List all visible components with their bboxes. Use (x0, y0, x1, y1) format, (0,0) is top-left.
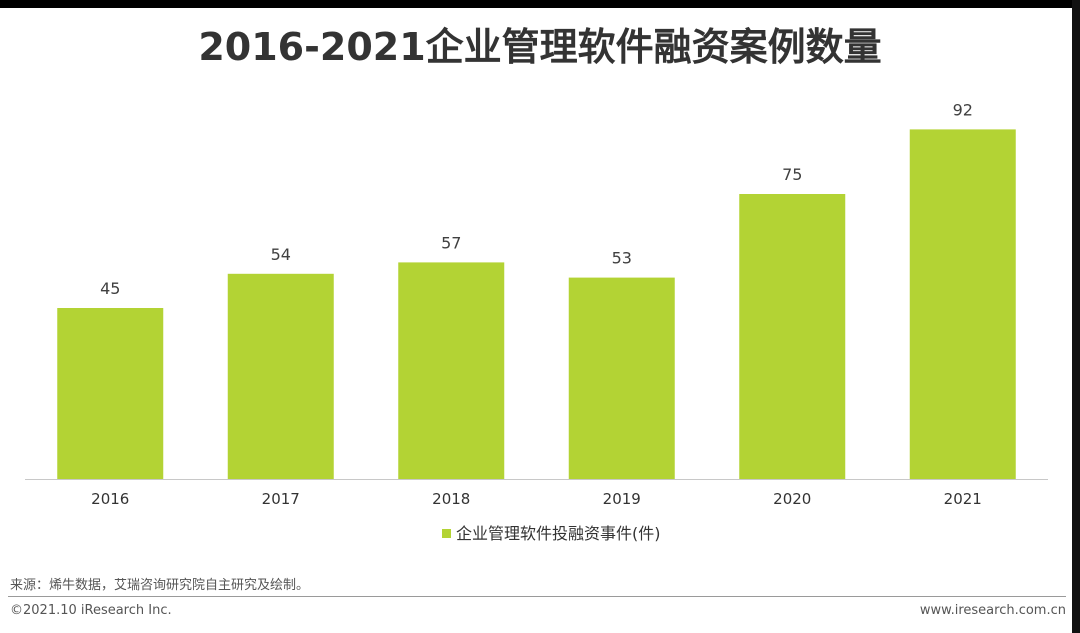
legend-swatch (442, 529, 451, 538)
source-note: 来源：烯牛数据，艾瑞咨询研究院自主研究及绘制。 (10, 578, 310, 593)
x-tick-label-2021: 2021 (944, 490, 982, 508)
bar-2017 (227, 273, 334, 479)
copyright-text: ©2021.10 iResearch Inc. (10, 603, 172, 618)
x-tick-label-2019: 2019 (603, 490, 641, 508)
bar-2016 (57, 308, 164, 479)
bar-2019 (568, 277, 675, 479)
data-label-2021: 92 (953, 100, 973, 119)
chart-title: 2016-2021企业管理软件融资案例数量 (198, 25, 882, 69)
legend-label: 企业管理软件投融资事件(件) (456, 524, 661, 543)
right-frame (1072, 0, 1080, 633)
data-label-2017: 54 (271, 245, 291, 264)
data-label-2016: 45 (100, 279, 120, 298)
website-link[interactable]: www.iresearch.com.cn (919, 603, 1066, 618)
bar-2020 (739, 194, 846, 479)
bar-2021 (909, 129, 1016, 479)
data-label-2020: 75 (782, 165, 802, 184)
legend: 企业管理软件投融资事件(件) (442, 524, 661, 543)
data-label-2018: 57 (441, 233, 461, 252)
x-tick-label-2016: 2016 (91, 490, 129, 508)
footer-divider (8, 596, 1066, 597)
top-frame (0, 0, 1080, 8)
data-label-2019: 53 (612, 249, 632, 268)
x-tick-label-2018: 2018 (432, 490, 470, 508)
x-tick-label-2020: 2020 (773, 490, 811, 508)
bar-2018 (398, 262, 505, 479)
bar-chart: 45 2016 54 2017 57 2018 53 2019 75 2020 92 2021 企业管理… (25, 100, 1048, 543)
x-tick-label-2017: 2017 (262, 490, 300, 508)
